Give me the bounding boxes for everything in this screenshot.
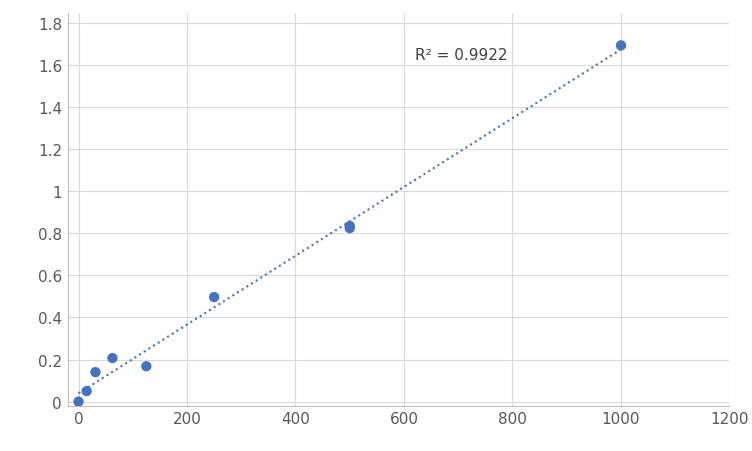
- Point: [344, 223, 356, 230]
- Point: [80, 387, 92, 395]
- Point: [344, 225, 356, 232]
- Point: [141, 363, 153, 370]
- Point: [615, 43, 627, 50]
- Point: [208, 294, 220, 301]
- Point: [72, 398, 84, 405]
- Text: R² = 0.9922: R² = 0.9922: [415, 48, 508, 63]
- Point: [89, 369, 102, 376]
- Point: [107, 354, 119, 362]
